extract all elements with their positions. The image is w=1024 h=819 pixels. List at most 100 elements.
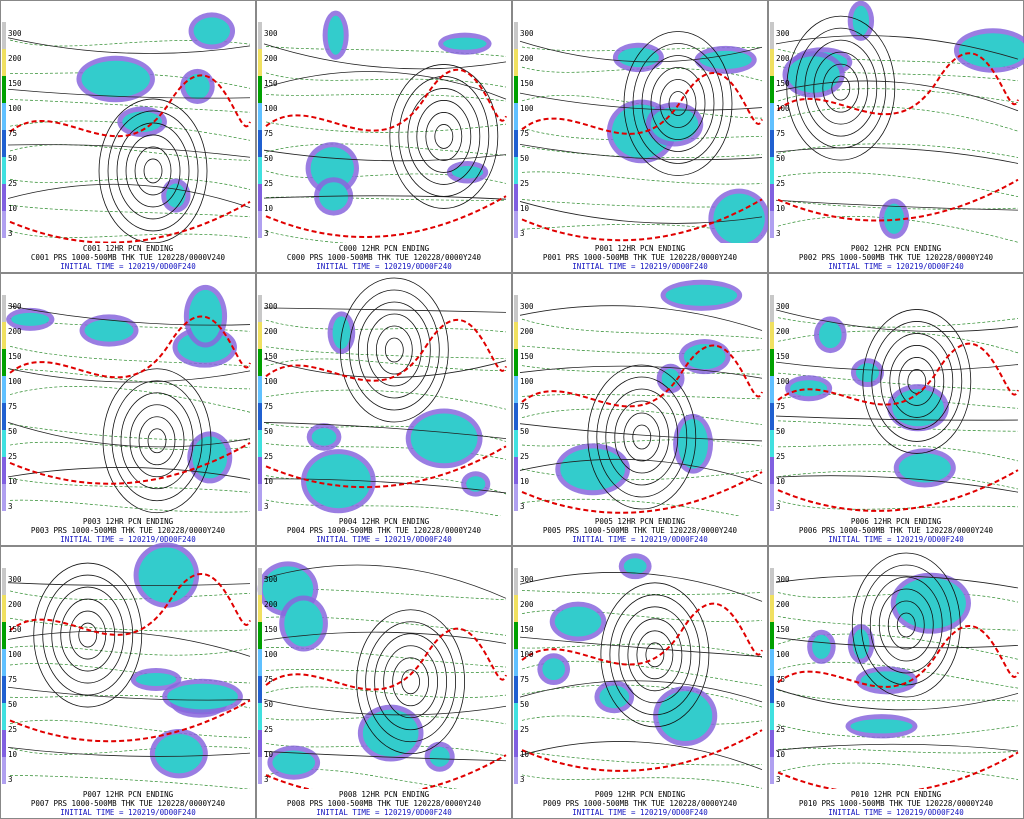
color-bar-segment xyxy=(770,676,774,703)
pressure-contour xyxy=(641,55,715,152)
caption-line1: P007 12HR PCN ENDING xyxy=(83,790,174,799)
thickness-contour xyxy=(9,177,251,190)
color-bar-segment xyxy=(770,430,774,457)
color-bar-label: 300 xyxy=(8,302,22,311)
color-bar-segment xyxy=(770,103,774,130)
precip-area xyxy=(860,671,913,690)
pressure-contour xyxy=(519,365,763,379)
pressure-contour xyxy=(636,630,674,680)
pressure-contour xyxy=(263,564,507,599)
thickness-contour xyxy=(9,663,251,684)
pressure-contour xyxy=(775,637,1019,649)
thickness-contour xyxy=(521,224,763,236)
pressure-contour xyxy=(263,307,507,313)
pressure-contour xyxy=(519,741,763,771)
color-bar-segment xyxy=(2,322,6,349)
thickness-contour xyxy=(265,143,507,156)
thickness-contour xyxy=(521,715,763,725)
color-bar-label: 300 xyxy=(520,302,534,311)
pressure-contour xyxy=(7,422,251,448)
pressure-contour xyxy=(339,277,449,423)
color-bar-label: 3 xyxy=(520,502,525,511)
color-bar-label: 150 xyxy=(8,625,22,634)
color-bar-segment xyxy=(770,49,774,76)
thickness-contour xyxy=(265,196,507,201)
thickness-contour xyxy=(777,48,1019,69)
pressure-contour xyxy=(623,31,733,176)
map-panel: 300 200 150 100 75 50 25 10 3 P008 12HR PCN ENDIN… xyxy=(256,546,512,819)
thickness-570 xyxy=(9,699,251,743)
color-bar-label: 75 xyxy=(8,402,17,411)
color-bar-segment xyxy=(2,595,6,622)
thickness-contour xyxy=(265,358,507,371)
pressure-contour xyxy=(519,143,763,161)
thickness-contour xyxy=(521,345,763,354)
pressure-contour xyxy=(896,612,916,638)
thickness-contour xyxy=(777,470,1019,490)
pressure-contour xyxy=(860,564,952,686)
color-bar-label: 200 xyxy=(8,327,22,336)
color-bar-label: 75 xyxy=(8,129,17,138)
pressure-contour xyxy=(519,458,763,484)
caption-bg xyxy=(514,243,766,271)
precip-area xyxy=(466,476,486,492)
color-bar-segment xyxy=(2,730,6,757)
color-bar-label: 50 xyxy=(776,427,786,436)
color-bar-segment xyxy=(258,568,262,595)
color-bar-segment xyxy=(770,568,774,595)
pressure-contour xyxy=(519,92,763,111)
thickness-contour xyxy=(521,750,763,766)
color-bar-label: 75 xyxy=(776,675,785,684)
color-bar-label: 50 xyxy=(776,700,786,709)
color-bar-segment xyxy=(514,730,518,757)
thickness-contour xyxy=(521,365,763,375)
color-bar-label: 100 xyxy=(264,377,278,386)
caption-line3: INITIAL TIME = 120219/0D00F240 xyxy=(60,808,196,817)
thickness-contour xyxy=(521,439,763,447)
caption-line1: P005 12HR PCN ENDING xyxy=(595,517,686,526)
color-bar-label: 100 xyxy=(264,650,278,659)
color-bar-segment xyxy=(258,649,262,676)
thickness-contour xyxy=(521,660,763,686)
pressure-contour xyxy=(416,100,472,173)
pressure-contour xyxy=(519,40,763,63)
color-bar-label: 150 xyxy=(264,79,278,88)
thickness-contour xyxy=(777,394,1019,409)
color-bar-segment xyxy=(258,22,262,49)
color-bar-label: 75 xyxy=(520,402,529,411)
caption-bg xyxy=(770,789,1022,817)
color-bar-segment xyxy=(514,130,518,157)
color-bar-segment xyxy=(2,349,6,376)
color-bar-label: 75 xyxy=(776,402,785,411)
thickness-contour xyxy=(777,172,1019,197)
pressure-contour xyxy=(831,75,851,101)
pressure-contour xyxy=(125,134,181,208)
color-bar-segment xyxy=(770,349,774,376)
precip-area xyxy=(138,547,195,603)
caption-line3: INITIAL TIME = 120219/0D00F240 xyxy=(572,262,708,271)
color-bar-segment xyxy=(514,622,518,649)
thickness-contour xyxy=(9,441,251,451)
color-bar-label: 300 xyxy=(520,29,534,38)
caption-bg xyxy=(258,516,510,544)
thickness-contour xyxy=(521,498,763,522)
color-bar-label: 100 xyxy=(776,104,790,113)
color-bar-label: 150 xyxy=(8,79,22,88)
color-bar-segment xyxy=(2,76,6,103)
thickness-contour xyxy=(521,199,763,208)
thickness-contour xyxy=(265,72,507,88)
color-bar-label: 200 xyxy=(8,54,22,63)
caption-line1: P010 12HR PCN ENDING xyxy=(851,790,942,799)
thickness-570 xyxy=(521,729,763,772)
thickness-contour xyxy=(9,423,251,441)
pressure-contour xyxy=(107,110,199,232)
color-bar-label: 100 xyxy=(8,650,22,659)
color-bar-label: 25 xyxy=(776,725,785,734)
caption-bg xyxy=(2,516,254,544)
thickness-contour xyxy=(265,669,507,673)
pressure-contour xyxy=(263,751,507,762)
color-bar-segment xyxy=(770,457,774,484)
pressure-contour xyxy=(775,415,1019,421)
color-bar-label: 25 xyxy=(776,179,785,188)
thickness-540 xyxy=(777,625,1019,688)
